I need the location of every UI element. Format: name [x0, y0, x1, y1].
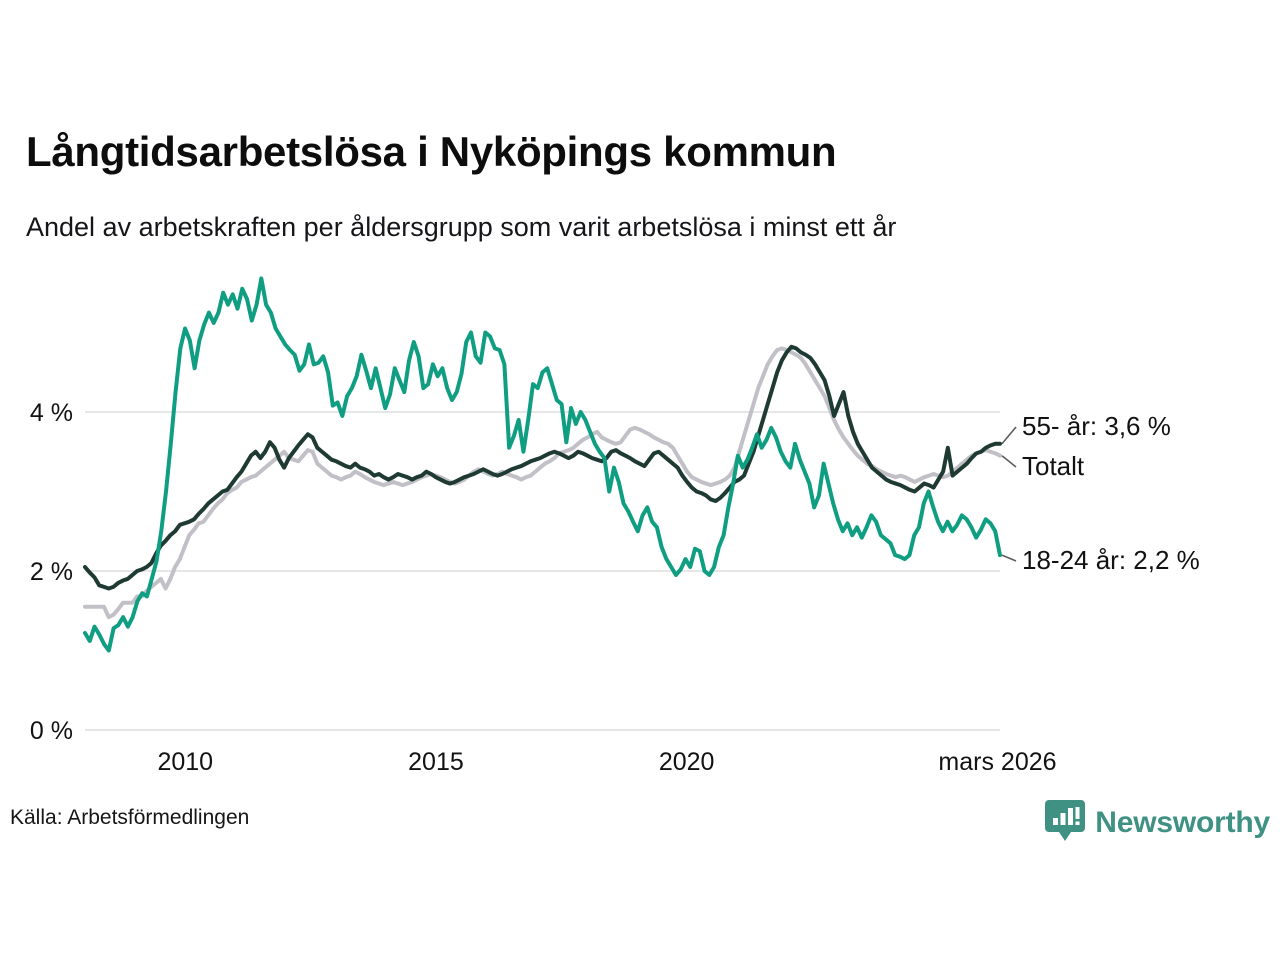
- y-axis-tick-label: 2 %: [30, 558, 73, 586]
- x-axis-labels-group: 2010 2015 2020 mars 2026: [157, 748, 1056, 770]
- label-leader-line: [1001, 426, 1017, 445]
- page-title: Långtidsarbetslösa i Nyköpings kommun: [26, 128, 837, 175]
- series-label-55-år: 55- år: 3,6 %: [1022, 411, 1171, 441]
- y-axis-tick-label: 4 %: [30, 399, 73, 427]
- series-lines-group: [83, 276, 1002, 653]
- leader-lines-group: [1001, 426, 1017, 562]
- series-line-18-24-år: [83, 276, 1002, 653]
- page-subtitle: Andel av arbetskraften per åldersgrupp s…: [26, 212, 897, 242]
- y-axis-tick-label: 0 %: [30, 717, 73, 745]
- bar-chart-speech-bubble-icon: [1045, 798, 1086, 847]
- y-axis-labels-group: 0 % 2 % 4 %: [30, 399, 73, 745]
- chart-svg: 0 % 2 % 4 % 2010 2015 2020 mars 2026 55- år: …: [30, 276, 1200, 770]
- x-axis-tick-label: 2015: [408, 748, 464, 770]
- series-label-totalt: Totalt: [1022, 451, 1085, 481]
- series-label-18-24-år: 18-24 år: 2,2 %: [1022, 545, 1200, 575]
- logo-wordmark: Newsworthy: [1095, 805, 1270, 839]
- series-labels-group: 55- år: 3,6 % Totalt 18-24 år: 2,2 %: [1022, 411, 1200, 575]
- x-axis-tick-label: 2020: [659, 748, 715, 770]
- x-axis-tick-label: mars 2026: [938, 748, 1056, 770]
- source-note: Källa: Arbetsförmedlingen: [10, 806, 250, 829]
- label-leader-line: [1001, 554, 1017, 562]
- series-line-totalt: [83, 346, 1002, 620]
- line-chart: 0 % 2 % 4 % 2010 2015 2020 mars 2026 55- år: …: [0, 270, 1280, 770]
- label-leader-line: [1001, 455, 1017, 468]
- series-line-55-år: [83, 344, 1002, 591]
- x-axis-tick-label: 2010: [157, 748, 213, 770]
- newsworthy-logo[interactable]: Newsworthy: [1045, 798, 1270, 847]
